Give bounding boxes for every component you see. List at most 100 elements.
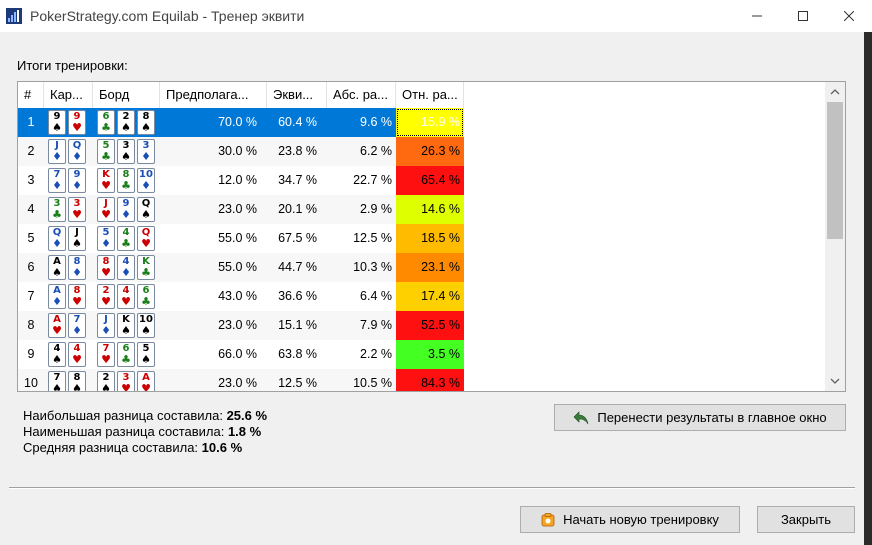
club-icon: ♣ [121,237,131,250]
diamond-icon: ♦ [52,150,62,163]
diamond-icon: ♦ [52,179,62,192]
card-rank: J [75,227,79,238]
close-label: Закрыть [780,512,832,527]
estimated-equity: 55.0 % [218,231,257,245]
scrollbar-thumb[interactable] [827,102,843,239]
board-cards: 2 ♠ 3 ♥ A ♥ [93,369,160,391]
table-row[interactable]: 5 Q ♦ J ♠ 5 ♦ 4 ♣ Q ♥ 55.0 % 67.5 % 12.5 % 18.5 % [18,224,464,253]
club-icon: ♣ [101,121,111,134]
playing-card: 7 ♦ [68,313,86,338]
column-header-abs-diff[interactable]: Абс. ра... [327,82,396,108]
board-cards: K ♥ 8 ♣ 10 ♦ [93,166,160,195]
playing-card: 8 ♠ [137,110,155,135]
card-rank: 10 [139,314,153,325]
hole-cards: A ♦ 8 ♥ [44,282,93,311]
playing-card: 9 ♥ [68,110,86,135]
undo-arrow-icon [573,410,589,424]
close-window-button[interactable] [826,0,872,32]
spade-icon: ♠ [52,353,62,366]
close-button[interactable]: Закрыть [757,506,855,533]
card-rank: 2 [102,372,110,383]
heart-icon: ♥ [141,237,151,250]
estimated-equity: 70.0 % [160,108,267,137]
diamond-icon: ♦ [101,324,111,337]
table-row[interactable]: 10 7 ♠ 8 ♠ 2 ♠ 3 ♥ A ♥ 23.0 % 12.5 % 10.5 % 84.3 % [18,369,464,391]
relative-difference: 17.4 % [396,282,464,311]
column-header-number[interactable]: # [18,82,44,108]
new-training-button[interactable]: Начать новую тренировку [520,506,740,533]
column-header-estimate[interactable]: Предполага... [160,82,267,108]
table-row[interactable]: 8 A ♥ 7 ♦ J ♦ K ♠ 10 ♠ 23.0 % 15.1 % 7.9 % 52.5 % [18,311,464,340]
minimize-button[interactable] [734,0,780,32]
column-header-cards[interactable]: Кар... [44,82,93,108]
card-rank: 6 [102,111,110,122]
actual-equity: 44.7 % [267,253,327,282]
playing-card: 4 ♥ [68,342,86,367]
diamond-icon: ♦ [141,150,151,163]
chevron-up-icon [830,89,840,95]
absolute-difference: 2.2 % [360,347,392,361]
row-number: 2 [18,137,44,166]
card-rank: 8 [73,372,81,383]
card-rank: 4 [122,227,130,238]
table-row[interactable]: 6 A ♠ 8 ♦ 8 ♥ 4 ♦ K ♣ 55.0 % 44.7 % 10.3 % 23.1 % [18,253,464,282]
playing-card: A ♥ [48,313,66,338]
diamond-icon: ♦ [121,266,131,279]
diamond-icon: ♦ [141,179,151,192]
row-number: 3 [27,173,35,187]
heart-icon: ♥ [101,179,111,192]
min-difference-stat: Наименьшая разница составила: 1.8 % [23,424,261,439]
relative-difference: 52.5 % [396,311,464,340]
board-cards: J ♥ 9 ♦ Q ♠ [93,195,160,224]
table-row[interactable]: 4 3 ♣ 3 ♥ J ♥ 9 ♦ Q ♠ 23.0 % 20.1 % 2.9 % 14.6 % [18,195,464,224]
card-rank: 2 [102,285,110,296]
card-rank: 7 [102,343,110,354]
scroll-up-button[interactable] [825,82,845,102]
vertical-scrollbar[interactable] [825,82,845,391]
hole-cards: Q ♦ J ♠ [44,224,93,253]
card-rank: 9 [122,198,130,209]
estimated-equity: 30.0 % [160,137,267,166]
table-row[interactable]: 9 4 ♠ 4 ♥ 7 ♥ 6 ♣ 5 ♠ 66.0 % 63.8 % 2.2 % 3.5 % [18,340,464,369]
table-row[interactable]: 2 J ♦ Q ♦ 5 ♣ 3 ♠ 3 ♦ 30.0 % 23.8 % 6.2 % 26.3 % [18,137,464,166]
max-difference-value: 25.6 % [226,408,268,423]
column-header-board[interactable]: Борд [93,82,160,108]
absolute-difference: 12.5 % [353,231,392,245]
absolute-difference: 6.2 % [327,137,396,166]
row-number: 6 [18,253,44,282]
club-icon: ♣ [121,179,131,192]
spade-icon: ♠ [52,266,62,279]
column-header-equity[interactable]: Экви... [267,82,327,108]
table-row[interactable]: 3 7 ♦ 9 ♦ K ♥ 8 ♣ 10 ♦ 12.0 % 34.7 % 22.7 % 65.4 % [18,166,464,195]
playing-card: 2 ♥ [97,284,115,309]
new-training-label: Начать новую тренировку [563,512,719,527]
playing-card: 10 ♦ [137,168,155,193]
table-header: # Кар... Борд Предполага... Экви... Абс.… [18,82,464,108]
spade-icon: ♠ [52,121,62,134]
playing-card: 4 ♦ [117,255,135,280]
actual-equity: 63.8 % [278,347,317,361]
playing-card: Q ♦ [48,226,66,251]
playing-card: 4 ♠ [48,342,66,367]
diamond-icon: ♦ [121,208,131,221]
playing-card: Q ♥ [137,226,155,251]
absolute-difference: 2.9 % [327,195,396,224]
playing-card: 9 ♦ [117,197,135,222]
card-rank: 8 [102,256,110,267]
transfer-results-label: Перенести результаты в главное окно [597,410,827,425]
column-header-rel-diff[interactable]: Отн. ра... [396,82,464,108]
avg-difference-label: Средняя разница составила: [23,440,199,455]
relative-difference: 23.1 % [396,253,464,282]
table-row[interactable]: 7 A ♦ 8 ♥ 2 ♥ 4 ♥ 6 ♣ 43.0 % 36.6 % 6.4 % 17.4 % [18,282,464,311]
table-row[interactable]: 1 9 ♠ 9 ♥ 6 ♣ 2 ♠ 8 ♠ 70.0 % 60.4 % 9.6 % 15.9 % [18,108,464,137]
heart-icon: ♥ [101,295,111,308]
board-cards: 7 ♥ 6 ♣ 5 ♠ [93,340,160,369]
min-difference-value: 1.8 % [227,424,262,439]
transfer-results-button[interactable]: Перенести результаты в главное окно [554,404,846,431]
card-rank: 6 [142,285,150,296]
scroll-down-button[interactable] [825,371,845,391]
playing-card: 7 ♥ [97,342,115,367]
maximize-button[interactable] [780,0,826,32]
card-rank: 3 [53,198,61,209]
hole-cards: A ♥ 7 ♦ [44,311,93,340]
